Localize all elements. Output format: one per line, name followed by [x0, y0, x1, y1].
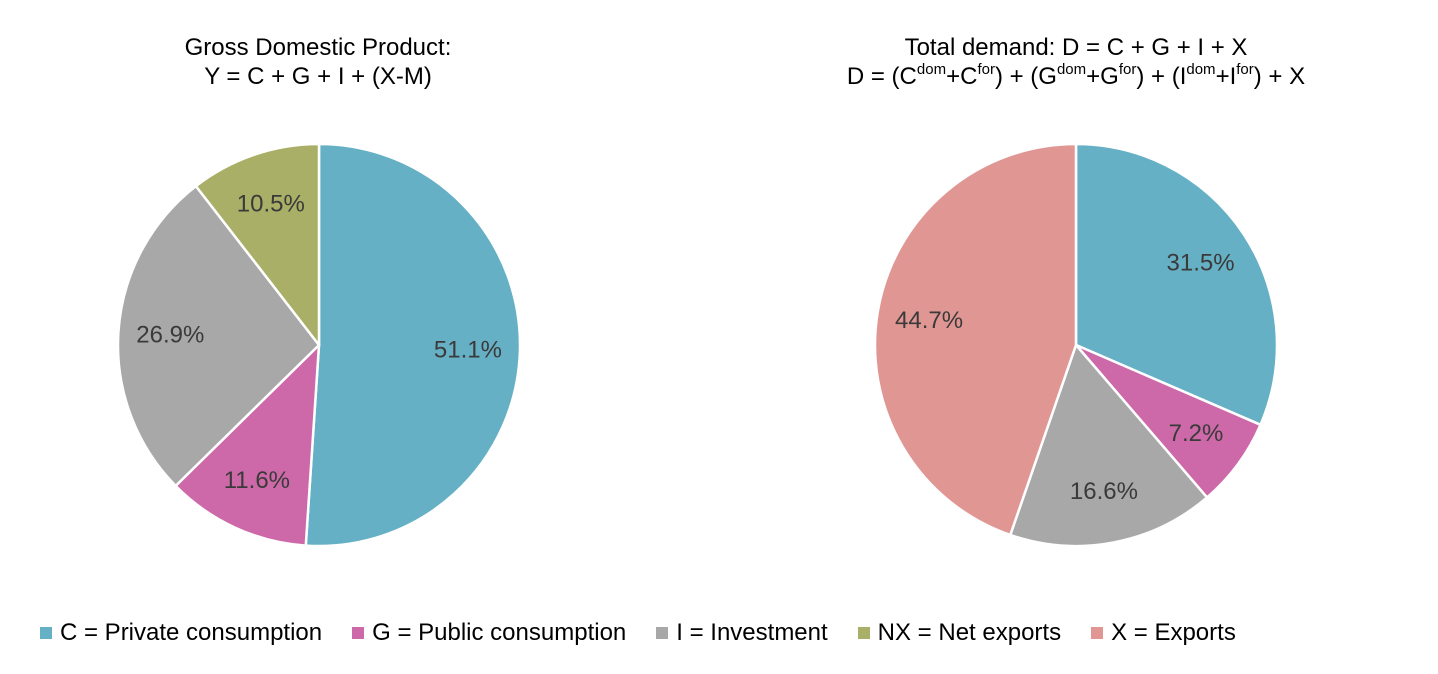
title-part: +I — [1215, 63, 1237, 90]
title-sup: dom — [1056, 61, 1087, 78]
gdp-slice-label-c: 51.1% — [434, 336, 502, 363]
demand-slice-label-g: 7.2% — [1169, 420, 1224, 447]
left-title-line1: Gross Domestic Product: — [184, 34, 452, 61]
gdp-slice-g — [174, 343, 321, 547]
title-sup: for — [1236, 61, 1254, 78]
legend-label: G = Public consumption — [372, 619, 627, 646]
legend-item: NX = Net exports — [857, 619, 1062, 647]
demand-slice-label-i: 16.6% — [1070, 478, 1138, 505]
legend-item: C = Private consumption — [40, 619, 322, 647]
legend-item: X = Exports — [1091, 619, 1236, 647]
gdp-slice-c — [304, 142, 522, 548]
title-sup: dom — [1186, 61, 1216, 78]
legend-label: C = Private consumption — [60, 619, 323, 646]
left-title-line2: Y = C + G + I + (X-M) — [204, 63, 432, 90]
right-chart-title: Total demand: D = C + G + I + X D = (Cdo… — [776, 33, 1376, 91]
legend-label: X = Exports — [1111, 619, 1236, 646]
title-part: ) + (I — [1136, 63, 1187, 90]
legend-item: G = Public consumption — [352, 619, 626, 647]
title-part: +C — [946, 63, 978, 90]
legend-swatch — [352, 627, 365, 639]
gdp-slice-label-i: 26.9% — [136, 321, 204, 348]
demand-pie-chart: 31.5% 7.2% 16.6% 44.7% — [873, 142, 1279, 548]
demand-slice-label-c: 31.5% — [1167, 250, 1235, 277]
demand-slice-x — [873, 142, 1078, 537]
left-chart-title: Gross Domestic Product: Y = C + G + I + … — [118, 33, 518, 91]
legend-swatch — [40, 627, 52, 639]
legend: C = Private consumption G = Public consum… — [40, 617, 1266, 649]
gdp-pie-chart: 51.1% 11.6% 26.9% 10.5% — [116, 142, 522, 548]
demand-slice-label-x: 44.7% — [895, 307, 963, 334]
gdp-slice-nx — [194, 142, 321, 347]
legend-label: I = Investment — [676, 619, 828, 646]
title-sup: dom — [916, 61, 947, 78]
title-sup: for — [1118, 61, 1137, 78]
demand-slice-c — [1074, 142, 1279, 427]
title-part: D = (C — [846, 63, 917, 90]
legend-item: I = Investment — [656, 619, 828, 647]
title-sup: for — [977, 61, 995, 78]
gdp-slice-i — [116, 184, 321, 488]
gdp-slice-label-g: 11.6% — [224, 467, 290, 494]
legend-swatch — [857, 627, 870, 639]
legend-label: NX = Net exports — [877, 619, 1062, 646]
title-part: ) + X — [1253, 63, 1306, 90]
legend-swatch — [656, 627, 669, 639]
title-part: +G — [1086, 63, 1119, 90]
title-part: ) + (G — [994, 63, 1057, 90]
legend-swatch — [1091, 627, 1104, 639]
gdp-slice-label-nx: 10.5% — [237, 191, 305, 218]
right-title-line1: Total demand: D = C + G + I + X — [904, 34, 1248, 61]
right-title-line2: D = (Cdom+Cfor) + (Gdom+Gfor) + (Idom+If… — [776, 62, 1376, 91]
